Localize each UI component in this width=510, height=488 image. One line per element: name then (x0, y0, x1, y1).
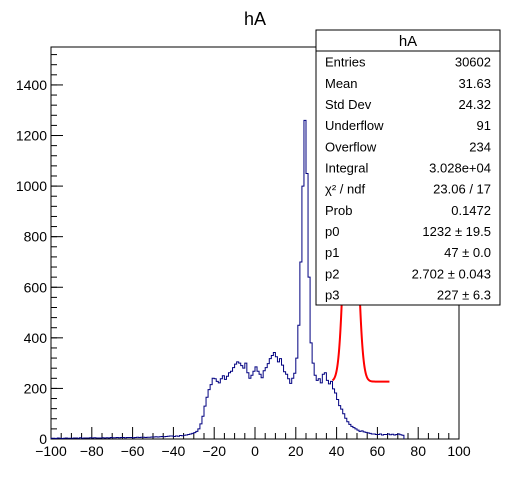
x-tick-label: −20 (202, 443, 226, 459)
x-tick-label: −100 (35, 443, 67, 459)
stats-value: 91 (477, 118, 491, 133)
stats-value: 3.028e+04 (429, 160, 491, 175)
stats-value: 24.32 (458, 97, 491, 112)
stats-label: χ² / ndf (325, 182, 365, 197)
stats-rows: Entries 30602 Mean 31.63 Std Dev 24.32 Underfl… (325, 55, 491, 303)
x-tick-label: −60 (121, 443, 145, 459)
stats-label: Underflow (325, 118, 384, 133)
stats-label: p3 (325, 287, 339, 302)
stats-label: Entries (325, 55, 366, 70)
stats-label: Prob (325, 203, 352, 218)
stats-label: Integral (325, 160, 368, 175)
x-tick-label: −40 (162, 443, 186, 459)
stats-value: 2.702 ± 0.043 (412, 266, 491, 281)
x-tick-label: 60 (370, 443, 386, 459)
y-tick-label: 1400 (16, 77, 47, 93)
stats-box: hA Entries 30602 Mean 31.63 Std Dev 24.32 Unde… (315, 29, 501, 306)
histogram-series (50, 119, 405, 439)
y-tick-label: 0 (39, 431, 47, 447)
y-tick-label: 400 (24, 330, 48, 346)
x-tick-label: 20 (288, 443, 304, 459)
stats-value: 1232 ± 19.5 (422, 224, 491, 239)
y-tick-label: 1000 (16, 178, 47, 194)
stats-label: p0 (325, 224, 339, 239)
x-axis: −100 −80 −60 −40 −20 0 20 40 60 80 100 (35, 427, 471, 459)
x-tick-label: 100 (447, 443, 471, 459)
stats-label: p1 (325, 245, 339, 260)
stats-box-title: hA (399, 33, 417, 50)
x-tick-label: −80 (80, 443, 104, 459)
stats-label: Std Dev (325, 97, 372, 112)
y-tick-label: 800 (24, 229, 48, 245)
stats-value: 23.06 / 17 (433, 182, 491, 197)
x-tick-label: 80 (410, 443, 426, 459)
stats-value: 0.1472 (451, 203, 491, 218)
stats-value: 47 ± 0.0 (444, 245, 491, 260)
stats-box-frame (315, 29, 501, 306)
stats-value: 31.63 (458, 76, 491, 91)
stats-label: Mean (325, 76, 358, 91)
x-tick-label: 40 (329, 443, 345, 459)
y-axis: 0 200 400 600 800 1000 1200 1400 (16, 54, 63, 447)
y-tick-label: 200 (24, 380, 48, 396)
stats-value: 234 (469, 139, 491, 154)
stats-label: Overflow (325, 139, 377, 154)
stats-value: 227 ± 6.3 (437, 287, 491, 302)
chart-title: hA (244, 9, 266, 29)
y-tick-label: 600 (24, 279, 48, 295)
x-tick-label: 0 (251, 443, 259, 459)
stats-label: p2 (325, 266, 339, 281)
stats-value: 30602 (455, 55, 491, 70)
y-tick-label: 1200 (16, 128, 47, 144)
